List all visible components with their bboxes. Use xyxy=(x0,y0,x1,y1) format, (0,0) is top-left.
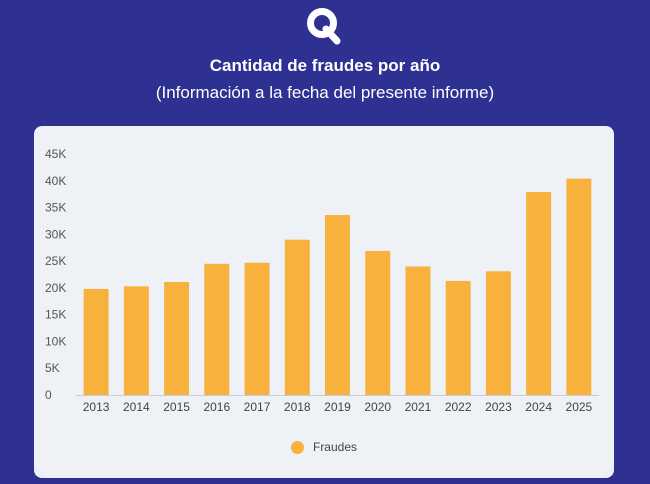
x-tick-label: 2018 xyxy=(284,400,311,414)
y-tick-label: 10K xyxy=(45,334,66,348)
y-tick-label: 15K xyxy=(45,308,66,322)
bar-2021[interactable] xyxy=(405,266,431,395)
bar-2023[interactable] xyxy=(485,271,511,395)
chart-legend[interactable]: Fraudes xyxy=(34,436,614,458)
bar-2014[interactable] xyxy=(123,286,149,395)
legend-label: Fraudes xyxy=(312,440,358,454)
bar-2018[interactable] xyxy=(284,239,310,395)
x-tick-label: 2020 xyxy=(364,400,391,414)
bar-2013[interactable] xyxy=(83,288,109,395)
brand-logo-icon xyxy=(307,8,341,45)
bar-2019[interactable] xyxy=(325,215,350,395)
x-tick-label: 2021 xyxy=(405,400,432,414)
x-tick-label: 2017 xyxy=(244,400,271,414)
y-tick-label: 40K xyxy=(45,174,66,188)
legend-swatch-icon xyxy=(290,440,304,454)
bar-2020[interactable] xyxy=(365,250,391,395)
y-tick-label: 25K xyxy=(45,254,66,268)
x-tick-label: 2016 xyxy=(203,400,230,414)
y-tick-label: 20K xyxy=(45,281,66,295)
x-tick-label: 2015 xyxy=(163,400,190,414)
y-tick-label: 45K xyxy=(45,147,66,161)
x-tick-label: 2014 xyxy=(123,400,150,414)
bar-2015[interactable] xyxy=(164,281,190,395)
x-tick-label: 2024 xyxy=(525,400,552,414)
bar-2025[interactable] xyxy=(566,178,592,395)
y-tick-label: 5K xyxy=(45,361,60,375)
bar-2017[interactable] xyxy=(244,262,270,395)
bar-2024[interactable] xyxy=(526,192,552,395)
x-tick-label: 2022 xyxy=(445,400,472,414)
y-tick-label: 0 xyxy=(45,388,52,402)
x-tick-label: 2019 xyxy=(324,400,351,414)
page-subtitle: (Información a la fecha del presente inf… xyxy=(155,83,495,102)
bar-2016[interactable] xyxy=(204,263,230,395)
bar-chart: 0 5K 10K 15K 20K 25K 30K 35K 40K 45K 2013 2014 2015 2… xyxy=(45,147,599,414)
y-tick-label: 35K xyxy=(45,201,66,215)
bar-2022[interactable] xyxy=(445,280,471,395)
y-tick-label: 30K xyxy=(45,227,66,241)
x-tick-label: 2013 xyxy=(83,400,110,414)
x-tick-label: 2025 xyxy=(566,400,593,414)
x-tick-label: 2023 xyxy=(485,400,512,414)
chart-card: 0 5K 10K 15K 20K 25K 30K 35K 40K 45K 2013 2014 2015 2… xyxy=(34,126,614,478)
page-title: Cantidad de fraudes por año xyxy=(209,56,441,75)
